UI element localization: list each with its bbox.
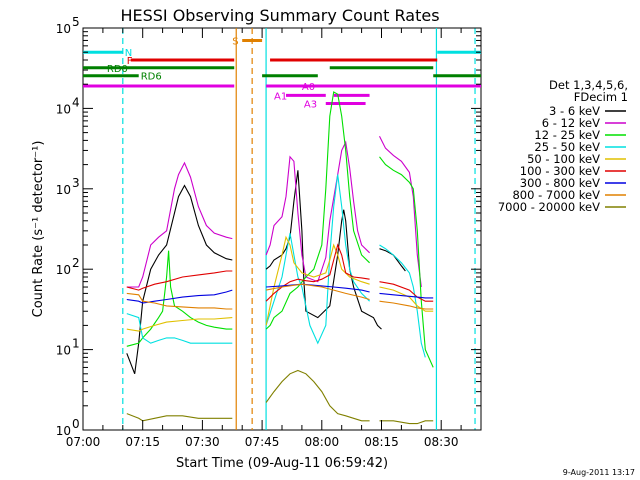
series-line-7000-20000-kev <box>126 413 233 422</box>
y-tick-exponent: 0 <box>72 417 80 431</box>
series-line-100-300-kev <box>126 270 233 291</box>
x-axis: 07:00 07:15 07:30 07:45 08:00 08:15 08:30 <box>66 28 482 449</box>
series-line-300-800-kev <box>126 289 233 304</box>
plot-frame <box>82 27 482 431</box>
series-line-6-12-kev <box>265 140 370 283</box>
series-line-100-300-kev <box>265 243 370 302</box>
legend-entry-label: 25 - 50 keV <box>534 140 600 154</box>
legend-entry-label: 6 - 12 keV <box>542 116 600 130</box>
x-tick-label: 07:45 <box>245 435 280 449</box>
y-tick-exponent: 5 <box>72 15 80 29</box>
x-tick-label: 07:00 <box>66 435 101 449</box>
y-tick-exponent: 3 <box>72 176 80 190</box>
series-line-300-800-kev <box>379 292 434 299</box>
series-line-800-7000-kev <box>126 292 233 310</box>
series-line-12-25-kev <box>126 250 233 347</box>
legend-header-line: FDecim 1 <box>574 90 628 104</box>
x-tick-label: 07:30 <box>185 435 220 449</box>
legend-entry-label: 12 - 25 keV <box>534 128 600 142</box>
series-line-50-100-kev <box>126 317 233 332</box>
series-line-50-100-kev <box>379 286 434 312</box>
series-line-3-6-kev <box>126 184 233 374</box>
y-tick-label: 10 <box>56 22 71 36</box>
x-tick-label: 08:30 <box>424 435 459 449</box>
legend-entry-label: 300 - 800 keV <box>520 176 600 190</box>
series-group <box>126 91 434 425</box>
y-tick-label: 10 <box>56 344 71 358</box>
y-tick-exponent: 1 <box>72 337 80 351</box>
series-line-6-12-kev <box>379 136 422 288</box>
series-line-25-50-kev <box>126 313 233 344</box>
series-line-12-25-kev <box>265 91 370 330</box>
legend-entry-label: 100 - 300 keV <box>520 164 600 178</box>
series-line-7000-20000-kev <box>265 369 370 422</box>
series-line-800-7000-kev <box>265 283 370 301</box>
flag-label-rd6: RD6 <box>141 72 162 83</box>
series-line-100-300-kev <box>379 281 434 302</box>
series-line-25-50-kev <box>379 244 426 358</box>
timestamp-stamp: 9-Aug-2011 13:17 <box>563 468 635 477</box>
series-line-25-50-kev <box>265 174 370 345</box>
x-axis-label: Start Time (09-Aug-11 06:59:42) <box>176 456 388 471</box>
series-line-6-12-kev <box>126 161 233 288</box>
legend-entry-label: 3 - 6 keV <box>549 104 600 118</box>
instrument-vlines <box>122 28 476 430</box>
y-tick-label: 10 <box>56 102 71 116</box>
y-tick-exponent: 4 <box>72 95 80 109</box>
series-line-3-6-kev <box>379 248 406 272</box>
series-line-300-800-kev <box>266 283 370 293</box>
flag-label-s: S <box>232 36 238 47</box>
series-line-7000-20000-kev <box>379 420 434 425</box>
series-line-3-6-kev <box>265 170 382 330</box>
flag-label-rd0: RD0 <box>107 64 128 75</box>
legend-entry-label: 800 - 7000 keV <box>512 188 600 202</box>
series-line-12-25-kev <box>379 156 434 368</box>
flag-label-a1: A1 <box>274 91 287 102</box>
y-tick-label: 10 <box>56 424 71 438</box>
y-tick-exponent: 2 <box>72 256 80 270</box>
legend-entry-label: 50 - 100 keV <box>527 152 600 166</box>
y-tick-label: 10 <box>56 263 71 277</box>
y-tick-label: 10 <box>56 183 71 197</box>
y-axis-label: Count Rate (s⁻¹ detector⁻¹) <box>31 141 46 318</box>
legend-entry-label: 7000 - 20000 keV <box>498 200 600 214</box>
x-tick-label: 08:00 <box>305 435 340 449</box>
flag-label-a3: A3 <box>304 100 317 111</box>
flag-label-f: F <box>127 56 133 67</box>
x-tick-label: 07:15 <box>125 435 160 449</box>
flag-label-n: N <box>125 48 132 59</box>
x-tick-label: 08:15 <box>364 435 399 449</box>
flag-label-a0: A0 <box>302 82 315 93</box>
legend-header-line: Det 1,3,4,5,6, <box>549 78 628 92</box>
series-line-800-7000-kev <box>379 300 434 310</box>
chart-title: HESSI Observing Summary Count Rates <box>120 6 439 25</box>
